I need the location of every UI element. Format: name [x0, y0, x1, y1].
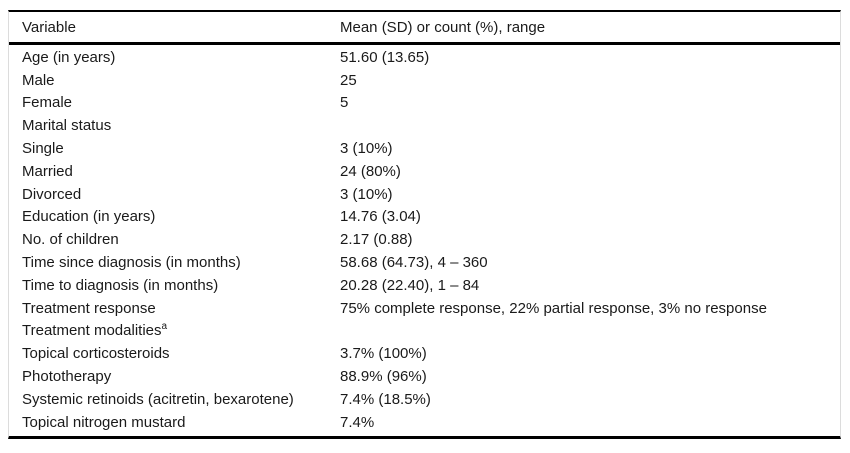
- table-row: Systemic retinoids (acitretin, bexaroten…: [9, 388, 840, 411]
- value-cell: 7.4%: [340, 413, 375, 431]
- variable-cell: Topical nitrogen mustard: [9, 414, 340, 431]
- value-cell: 2.17 (0.88): [340, 231, 413, 249]
- value-cell: 88.9% (96%): [340, 368, 427, 386]
- variable-cell: Single: [9, 140, 340, 157]
- variable-label: Treatment modalities: [22, 322, 162, 340]
- variable-label: Time since diagnosis (in months): [22, 254, 241, 272]
- variable-label: Phototherapy: [22, 368, 112, 386]
- variable-label: Topical nitrogen mustard: [22, 413, 186, 431]
- variable-cell: Systemic retinoids (acitretin, bexaroten…: [9, 391, 340, 408]
- value-cell: 75% complete response, 22% partial respo…: [340, 299, 767, 317]
- variable-cell: No. of children: [9, 231, 340, 248]
- variable-cell: Divorced: [9, 186, 340, 203]
- table-row: Topical corticosteroids 3.7% (100%): [9, 342, 840, 365]
- value-cell: 51.60 (13.65): [340, 48, 430, 66]
- variable-cell: Male: [9, 72, 340, 89]
- table-row: No. of children 2.17 (0.88): [9, 228, 840, 251]
- value-cell: 5: [340, 94, 349, 112]
- variable-cell: Marital status: [9, 117, 340, 134]
- variable-cell: Topical corticosteroids: [9, 345, 340, 362]
- table-row: Single 3 (10%): [9, 137, 840, 160]
- variable-cell: Female: [9, 94, 340, 111]
- table-row: Married 24 (80%): [9, 160, 840, 183]
- table-row: Time since diagnosis (in months) 58.68 (…: [9, 251, 840, 274]
- value-cell: 3 (10%): [340, 185, 393, 203]
- variable-cell: Married: [9, 163, 340, 180]
- variable-label: Female: [22, 94, 73, 112]
- variable-label: Treatment response: [22, 299, 156, 317]
- variable-cell: Treatment modalitiesa: [9, 321, 340, 340]
- value-cell: 58.68 (64.73), 4 – 360: [340, 254, 488, 272]
- variable-label: No. of children: [22, 231, 119, 249]
- table-body: Age (in years) 51.60 (13.65) Male 25 Fem…: [9, 45, 840, 436]
- variable-label: Time to diagnosis (in months): [22, 276, 219, 294]
- column-header-value: Mean (SD) or count (%), range: [340, 18, 546, 36]
- column-header-variable: Variable: [22, 18, 76, 36]
- variable-label: Topical corticosteroids: [22, 345, 170, 363]
- table-row: Topical nitrogen mustard 7.4%: [9, 411, 840, 434]
- summary-table: Variable Mean (SD) or count (%), range A…: [8, 10, 841, 439]
- table-row: Treatment modalitiesa: [9, 320, 840, 343]
- variable-label: Single: [22, 140, 64, 158]
- variable-cell: Education (in years): [9, 208, 340, 225]
- value-cell: 20.28 (22.40), 1 – 84: [340, 276, 480, 294]
- variable-label: Married: [22, 162, 73, 180]
- table-row: Male 25: [9, 69, 840, 92]
- value-cell: 7.4% (18.5%): [340, 390, 431, 408]
- table-row: Female 5: [9, 92, 840, 115]
- value-cell: 25: [340, 71, 357, 89]
- variable-cell: Phototherapy: [9, 368, 340, 385]
- table-row: Treatment response 75% complete response…: [9, 297, 840, 320]
- value-cell: 14.76 (3.04): [340, 208, 421, 226]
- value-cell: 3.7% (100%): [340, 345, 427, 363]
- variable-label: Male: [22, 71, 55, 89]
- variable-label: Marital status: [22, 117, 112, 135]
- value-cell: 3 (10%): [340, 140, 393, 158]
- value-cell: 24 (80%): [340, 162, 401, 180]
- variable-cell: Time to diagnosis (in months): [9, 277, 340, 294]
- variable-label: Age (in years): [22, 48, 116, 66]
- variable-label: Systemic retinoids (acitretin, bexaroten…: [22, 390, 294, 408]
- table-row: Divorced 3 (10%): [9, 183, 840, 206]
- variable-cell: Time since diagnosis (in months): [9, 254, 340, 271]
- variable-cell: Age (in years): [9, 49, 340, 66]
- variable-cell: Treatment response: [9, 300, 340, 317]
- footnote-marker: a: [161, 321, 168, 333]
- table-row: Education (in years) 14.76 (3.04): [9, 206, 840, 229]
- table-row: Marital status: [9, 114, 840, 137]
- variable-label: Education (in years): [22, 208, 156, 226]
- table-header-row: Variable Mean (SD) or count (%), range: [9, 12, 840, 45]
- table-row: Age (in years) 51.60 (13.65): [9, 46, 840, 69]
- table-row: Time to diagnosis (in months) 20.28 (22.…: [9, 274, 840, 297]
- variable-label: Divorced: [22, 185, 82, 203]
- table-row: Phototherapy 88.9% (96%): [9, 365, 840, 388]
